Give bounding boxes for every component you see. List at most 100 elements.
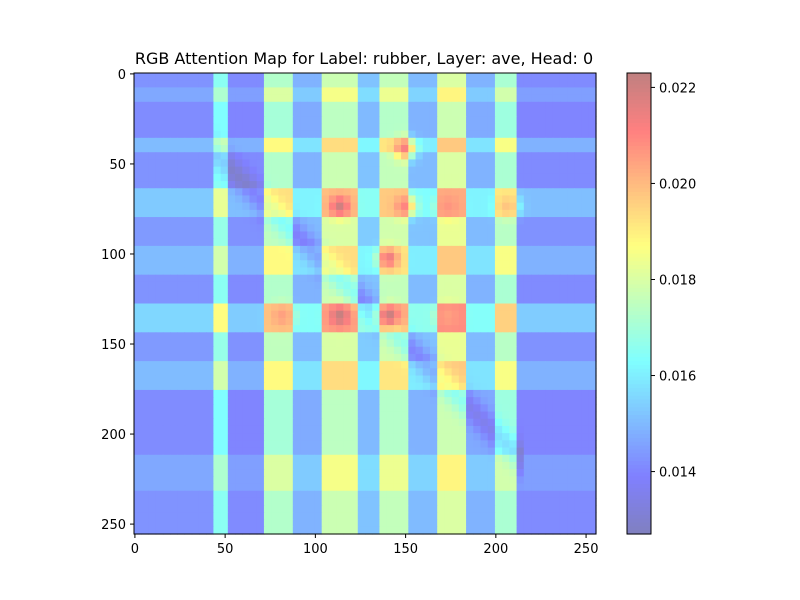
heatmap-cell — [429, 181, 438, 189]
heatmap-cell — [263, 260, 272, 269]
heatmap-cell — [177, 281, 186, 290]
heatmap-cell — [155, 332, 164, 341]
heatmap-cell — [509, 166, 518, 175]
heatmap-cell — [148, 73, 157, 81]
heatmap-cell — [235, 505, 243, 513]
heatmap-cell — [466, 425, 474, 434]
heatmap-cell — [516, 332, 525, 341]
heatmap-cell — [177, 116, 186, 125]
heatmap-cell — [307, 418, 316, 427]
heatmap-cell — [502, 123, 510, 132]
heatmap-cell — [538, 404, 547, 413]
heatmap-cell — [242, 166, 251, 175]
heatmap-cell — [198, 332, 207, 341]
heatmap-cell — [365, 476, 373, 485]
heatmap-cell — [466, 80, 474, 89]
colorbar-segment — [627, 218, 651, 224]
heatmap-cell — [581, 238, 590, 247]
heatmap-cell — [292, 159, 301, 168]
heatmap-cell — [357, 519, 366, 528]
heatmap-cell — [480, 339, 489, 348]
heatmap-cell — [581, 526, 590, 535]
heatmap-cell — [155, 152, 164, 161]
heatmap-cell — [357, 159, 366, 168]
heatmap-cell — [285, 469, 294, 477]
heatmap-cell — [574, 281, 583, 290]
heatmap-cell — [141, 361, 150, 369]
heatmap-cell — [177, 188, 186, 197]
heatmap-cell — [531, 476, 539, 485]
heatmap-cell — [415, 281, 424, 290]
heatmap-cell — [574, 505, 583, 513]
heatmap-cell — [574, 231, 583, 240]
heatmap-cell — [336, 80, 344, 89]
heatmap-cell — [422, 325, 431, 333]
heatmap-cell — [278, 116, 287, 125]
heatmap-cell — [350, 159, 359, 168]
heatmap-cell — [134, 281, 142, 290]
heatmap-cell — [249, 526, 258, 535]
heatmap-cell — [314, 94, 323, 103]
heatmap-cell — [408, 425, 417, 434]
heatmap-cell — [494, 159, 503, 168]
heatmap-cell — [567, 310, 575, 319]
heatmap-cell — [249, 461, 258, 470]
heatmap-cell — [365, 389, 373, 398]
heatmap-cell — [487, 317, 496, 326]
heatmap-cell — [581, 483, 590, 492]
heatmap-cell — [451, 238, 460, 247]
heatmap-cell — [393, 310, 402, 319]
heatmap-cell — [538, 202, 547, 211]
colorbar-segment — [627, 395, 651, 401]
heatmap-cell — [415, 418, 424, 427]
heatmap-cell — [408, 101, 417, 110]
heatmap-cell — [458, 418, 467, 427]
heatmap-cell — [545, 181, 554, 189]
heatmap-cell — [365, 109, 373, 117]
heatmap-cell — [429, 274, 438, 283]
heatmap-cell — [242, 339, 251, 348]
heatmap-cell — [581, 173, 590, 182]
heatmap-cell — [300, 476, 308, 485]
heatmap-cell — [408, 339, 417, 348]
heatmap-cell — [466, 123, 474, 132]
heatmap-cell — [162, 339, 171, 348]
heatmap-cell — [480, 281, 489, 290]
heatmap-cell — [285, 173, 294, 182]
heatmap-cell — [155, 217, 164, 225]
heatmap-cell — [509, 526, 518, 535]
heatmap-cell — [177, 209, 186, 218]
heatmap-cell — [422, 505, 431, 513]
heatmap-cell — [574, 440, 583, 449]
heatmap-cell — [509, 80, 518, 89]
heatmap-cell — [321, 94, 330, 103]
heatmap-cell — [429, 145, 438, 153]
heatmap-cell — [170, 238, 178, 247]
heatmap-cell — [235, 440, 243, 449]
heatmap-cell — [437, 123, 446, 132]
heatmap-cell — [357, 202, 366, 211]
heatmap-cell — [451, 490, 460, 499]
heatmap-cell — [249, 267, 258, 276]
heatmap-cell — [429, 425, 438, 434]
heatmap-cell — [567, 166, 575, 175]
heatmap-cell — [292, 389, 301, 398]
heatmap-cell — [141, 87, 150, 96]
heatmap-cell — [235, 519, 243, 528]
heatmap-cell — [559, 476, 568, 485]
heatmap-cell — [134, 253, 142, 261]
heatmap-cell — [314, 181, 323, 189]
heatmap-cell — [516, 447, 525, 456]
heatmap-cell — [148, 440, 157, 449]
heatmap-cell — [444, 433, 453, 441]
heatmap-cell — [531, 490, 539, 499]
heatmap-cell — [393, 109, 402, 117]
heatmap-cell — [220, 447, 229, 456]
heatmap-cell — [581, 231, 590, 240]
heatmap-cell — [184, 404, 193, 413]
heatmap-cell — [372, 231, 381, 240]
heatmap-cell — [134, 497, 142, 506]
heatmap-cell — [480, 267, 489, 276]
heatmap-cell — [249, 303, 258, 312]
heatmap-cell — [559, 332, 568, 341]
